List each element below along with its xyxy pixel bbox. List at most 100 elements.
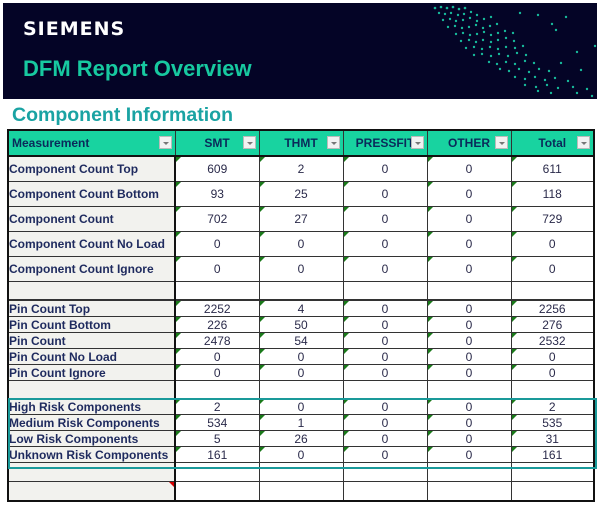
other-cell[interactable]: 0 <box>426 256 512 282</box>
other-cell[interactable]: 0 <box>426 446 512 463</box>
empty-cell[interactable] <box>174 481 260 502</box>
total-cell[interactable]: 0 <box>510 231 595 257</box>
row-label[interactable]: Component Count Top <box>7 155 176 182</box>
empty-cell[interactable] <box>7 380 176 399</box>
row-label[interactable]: Unknown Risk Components <box>7 446 176 463</box>
smt-cell[interactable]: 2252 <box>174 299 260 317</box>
total-cell[interactable]: 2256 <box>510 299 595 317</box>
total-cell[interactable]: 729 <box>510 206 595 232</box>
other-cell[interactable]: 0 <box>426 206 512 232</box>
pressfit-cell[interactable]: 0 <box>342 316 428 333</box>
pressfit-cell[interactable]: 0 <box>342 446 428 463</box>
pressfit-cell[interactable]: 0 <box>342 231 428 257</box>
thmt-cell[interactable]: 27 <box>258 206 344 232</box>
thmt-cell[interactable]: 0 <box>258 231 344 257</box>
other-cell[interactable]: 0 <box>426 231 512 257</box>
row-label[interactable]: Pin Count Top <box>7 299 176 317</box>
thmt-cell[interactable]: 0 <box>258 348 344 365</box>
other-cell[interactable]: 0 <box>426 299 512 317</box>
pressfit-cell[interactable]: 0 <box>342 299 428 317</box>
smt-cell[interactable]: 702 <box>174 206 260 232</box>
total-cell[interactable]: 276 <box>510 316 595 333</box>
row-label[interactable]: High Risk Components <box>7 398 176 415</box>
pressfit-cell[interactable]: 0 <box>342 206 428 232</box>
total-cell[interactable]: 0 <box>510 348 595 365</box>
empty-cell[interactable] <box>426 281 512 301</box>
thmt-cell[interactable]: 1 <box>258 414 344 431</box>
empty-cell[interactable] <box>510 380 595 399</box>
thmt-cell[interactable]: 54 <box>258 332 344 349</box>
total-cell[interactable]: 2532 <box>510 332 595 349</box>
other-cell[interactable]: 0 <box>426 155 512 182</box>
dropdown-filter-icon[interactable] <box>577 136 590 149</box>
smt-cell[interactable]: 161 <box>174 446 260 463</box>
thmt-cell[interactable]: 0 <box>258 256 344 282</box>
row-label[interactable]: Pin Count Bottom <box>7 316 176 333</box>
smt-cell[interactable]: 0 <box>174 364 260 381</box>
column-header-measurement[interactable]: Measurement <box>7 129 176 157</box>
column-header-total[interactable]: Total <box>510 129 595 157</box>
row-label[interactable]: Pin Count Ignore <box>7 364 176 381</box>
empty-cell[interactable] <box>510 481 595 502</box>
thmt-cell[interactable]: 0 <box>258 446 344 463</box>
thmt-cell[interactable]: 0 <box>258 364 344 381</box>
smt-cell[interactable]: 5 <box>174 430 260 447</box>
other-cell[interactable]: 0 <box>426 316 512 333</box>
column-header-smt[interactable]: SMT <box>174 129 260 157</box>
thmt-cell[interactable]: 4 <box>258 299 344 317</box>
pressfit-cell[interactable]: 0 <box>342 364 428 381</box>
smt-cell[interactable]: 226 <box>174 316 260 333</box>
pressfit-cell[interactable]: 0 <box>342 155 428 182</box>
pressfit-cell[interactable]: 0 <box>342 398 428 415</box>
total-cell[interactable]: 2 <box>510 398 595 415</box>
smt-cell[interactable]: 0 <box>174 256 260 282</box>
empty-cell[interactable] <box>258 380 344 399</box>
empty-cell[interactable] <box>258 281 344 301</box>
other-cell[interactable]: 0 <box>426 398 512 415</box>
comment-cell[interactable] <box>7 481 176 502</box>
row-label[interactable]: Pin Count No Load <box>7 348 176 365</box>
total-cell[interactable]: 611 <box>510 155 595 182</box>
smt-cell[interactable]: 609 <box>174 155 260 182</box>
pressfit-cell[interactable]: 0 <box>342 414 428 431</box>
total-cell[interactable]: 161 <box>510 446 595 463</box>
pressfit-cell[interactable]: 0 <box>342 332 428 349</box>
other-cell[interactable]: 0 <box>426 181 512 207</box>
total-cell[interactable]: 0 <box>510 256 595 282</box>
empty-cell[interactable] <box>174 380 260 399</box>
other-cell[interactable]: 0 <box>426 364 512 381</box>
dropdown-filter-icon[interactable] <box>158 136 172 149</box>
row-label[interactable]: Pin Count <box>7 332 176 349</box>
pressfit-cell[interactable]: 0 <box>342 348 428 365</box>
empty-cell[interactable] <box>426 481 512 502</box>
empty-cell[interactable] <box>426 380 512 399</box>
empty-cell[interactable] <box>426 462 512 482</box>
row-label[interactable]: Medium Risk Components <box>7 414 176 431</box>
smt-cell[interactable]: 2478 <box>174 332 260 349</box>
column-header-thmt[interactable]: THMT <box>258 129 344 157</box>
row-label[interactable]: Component Count Bottom <box>7 181 176 207</box>
empty-cell[interactable] <box>342 380 428 399</box>
empty-cell[interactable] <box>510 281 595 301</box>
smt-cell[interactable]: 0 <box>174 231 260 257</box>
row-label[interactable]: Low Risk Components <box>7 430 176 447</box>
smt-cell[interactable]: 0 <box>174 348 260 365</box>
total-cell[interactable]: 31 <box>510 430 595 447</box>
empty-cell[interactable] <box>7 281 176 301</box>
empty-cell[interactable] <box>258 481 344 502</box>
column-header-other[interactable]: OTHER <box>426 129 512 157</box>
total-cell[interactable]: 118 <box>510 181 595 207</box>
row-label[interactable]: Component Count Ignore <box>7 256 176 282</box>
thmt-cell[interactable]: 2 <box>258 155 344 182</box>
empty-cell[interactable] <box>258 462 344 482</box>
other-cell[interactable]: 0 <box>426 348 512 365</box>
smt-cell[interactable]: 93 <box>174 181 260 207</box>
empty-cell[interactable] <box>342 481 428 502</box>
other-cell[interactable]: 0 <box>426 414 512 431</box>
row-label[interactable]: Component Count No Load <box>7 231 176 257</box>
pressfit-cell[interactable]: 0 <box>342 181 428 207</box>
empty-cell[interactable] <box>510 462 595 482</box>
total-cell[interactable]: 0 <box>510 364 595 381</box>
dropdown-filter-icon[interactable] <box>494 136 508 149</box>
thmt-cell[interactable]: 25 <box>258 181 344 207</box>
